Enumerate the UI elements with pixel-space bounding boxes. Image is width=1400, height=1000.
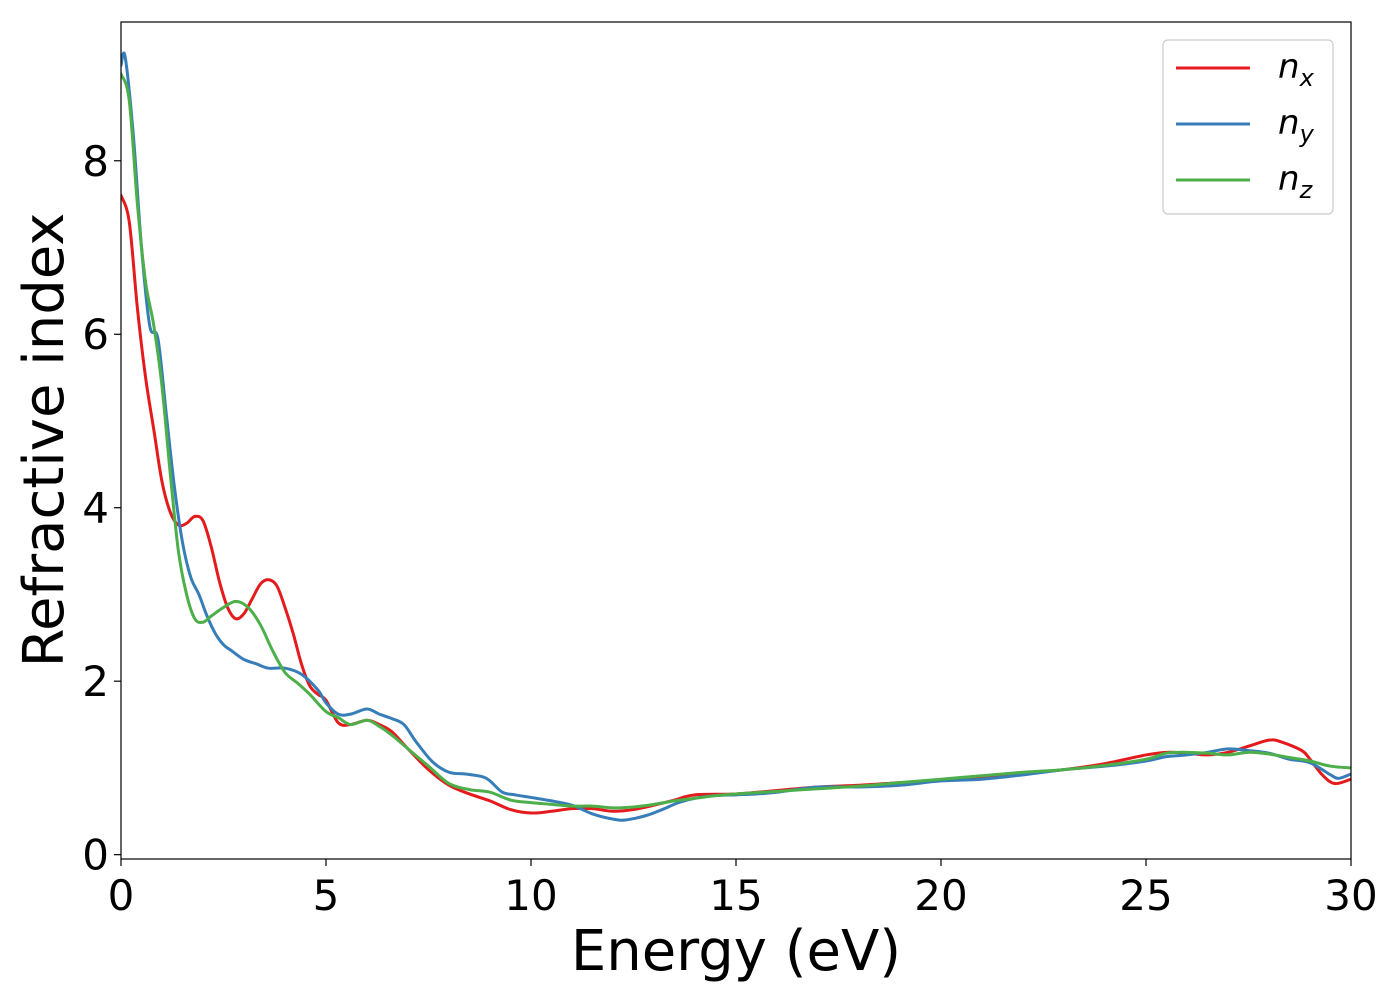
x-tick-label: 20 [914, 871, 967, 920]
x-tick-label: 5 [313, 871, 340, 920]
x-tick-label: 30 [1324, 871, 1377, 920]
legend: nx ny nz [1162, 39, 1334, 215]
x-tick-label: 10 [504, 871, 557, 920]
legend-label-z: nz [1278, 159, 1314, 204]
x-tick-label: 25 [1119, 871, 1172, 920]
x-tick-label: 0 [108, 871, 135, 920]
y-tick-label: 0 [82, 831, 109, 880]
series-lines [121, 51, 1351, 822]
x-axis-title: Energy (eV) [571, 919, 901, 984]
legend-label-y: ny [1278, 103, 1315, 148]
y-tick-label: 8 [82, 137, 109, 186]
y-tick-label: 2 [82, 657, 109, 706]
legend-label-x: nx [1278, 47, 1315, 92]
y-tick-label: 4 [82, 484, 109, 533]
axis-ticks: 0 5 10 15 20 25 30 0 2 4 6 8 [82, 137, 1377, 920]
x-tick-label: 15 [709, 871, 762, 920]
series-line-x [121, 193, 1351, 815]
y-tick-label: 6 [82, 310, 109, 359]
y-axis-title: Refractive index [12, 213, 77, 668]
legend-box [1162, 39, 1334, 215]
series-line-z [121, 72, 1351, 810]
